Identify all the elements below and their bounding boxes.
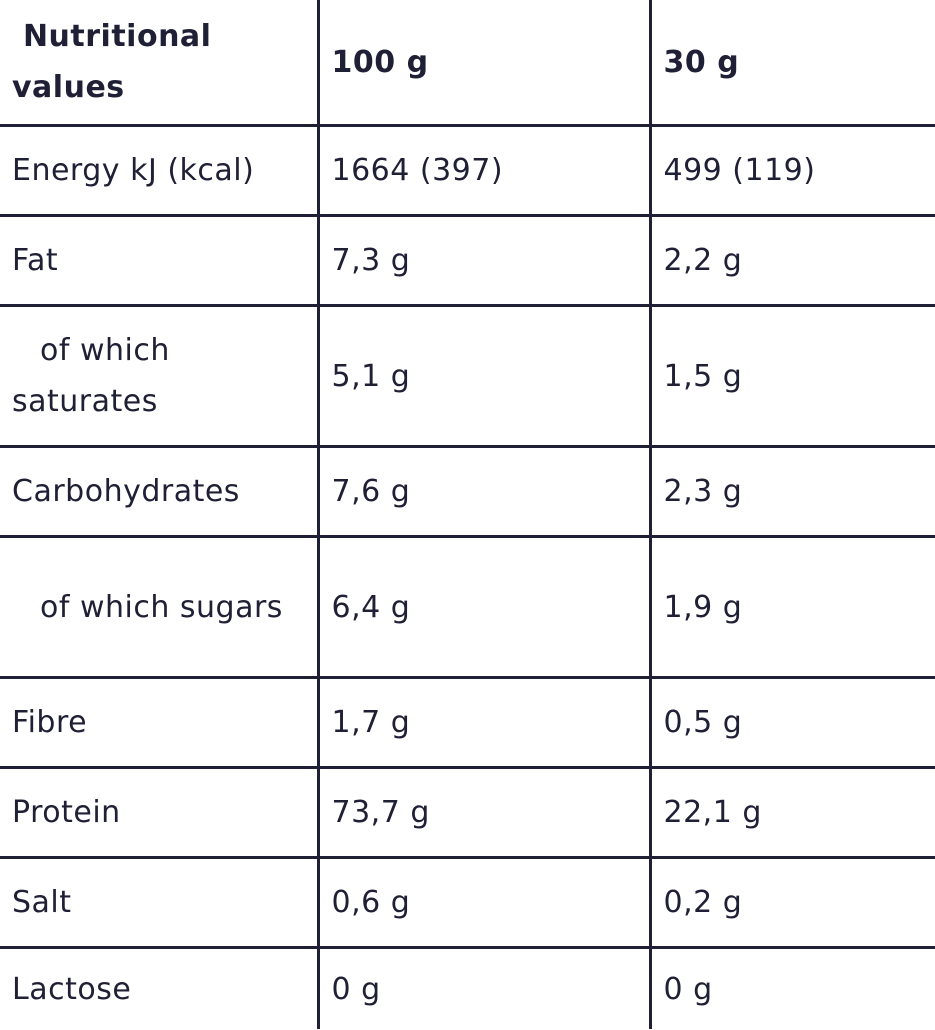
header-nutritional-values: Nutritional values	[12, 19, 212, 105]
nutrient-name: Carbohydrates	[0, 445, 318, 537]
header-per-30g: 30 g	[648, 0, 935, 126]
nutrient-name: Energy kJ (kcal)	[0, 124, 318, 216]
nutrient-name: Fat	[0, 214, 318, 306]
value-per-100g: 0,6 g	[316, 856, 650, 948]
table-row-carbohydrates: Carbohydrates 7,6 g 2,3 g	[0, 445, 935, 537]
nutrient-name: of which saturates	[12, 333, 170, 419]
table-row-energy: Energy kJ (kcal) 1664 (397) 499 (119)	[0, 124, 935, 216]
value-per-100g: 0 g	[316, 946, 650, 1029]
value-per-30g: 22,1 g	[648, 766, 935, 858]
value-per-30g: 1,5 g	[648, 304, 935, 447]
nutrient-name: Protein	[0, 766, 318, 858]
nutrient-name: of which sugars	[40, 589, 283, 625]
value-per-100g: 6,4 g	[316, 535, 650, 678]
value-per-30g: 2,2 g	[648, 214, 935, 306]
value-per-100g: 7,6 g	[316, 445, 650, 537]
value-per-30g: 499 (119)	[648, 124, 935, 216]
value-per-30g: 0,2 g	[648, 856, 935, 948]
header-per-100g: 100 g	[316, 0, 650, 126]
value-per-100g: 73,7 g	[316, 766, 650, 858]
nutrient-name: Fibre	[0, 676, 318, 768]
nutrient-name: Lactose	[0, 946, 318, 1029]
value-per-100g: 5,1 g	[316, 304, 650, 447]
table-row-saturates: of which saturates 5,1 g 1,5 g	[0, 304, 935, 447]
value-per-30g: 1,9 g	[648, 535, 935, 678]
value-per-100g: 7,3 g	[316, 214, 650, 306]
nutrient-name-cell: of which saturates	[0, 304, 318, 447]
value-per-100g: 1,7 g	[316, 676, 650, 768]
table-header-row: Nutritional values 100 g 30 g	[0, 0, 935, 126]
table-row-sugars: of which sugars 6,4 g 1,9 g	[0, 535, 935, 678]
value-per-30g: 2,3 g	[648, 445, 935, 537]
table-row-fibre: Fibre 1,7 g 0,5 g	[0, 676, 935, 768]
value-per-100g: 1664 (397)	[316, 124, 650, 216]
value-per-30g: 0,5 g	[648, 676, 935, 768]
table-row-salt: Salt 0,6 g 0,2 g	[0, 856, 935, 948]
value-per-30g: 0 g	[648, 946, 935, 1029]
nutrient-name-cell: of which sugars	[0, 535, 318, 678]
table-row-lactose: Lactose 0 g 0 g	[0, 946, 935, 1029]
nutrient-name: Salt	[0, 856, 318, 948]
table-row-fat: Fat 7,3 g 2,2 g	[0, 214, 935, 306]
table-row-protein: Protein 73,7 g 22,1 g	[0, 766, 935, 858]
